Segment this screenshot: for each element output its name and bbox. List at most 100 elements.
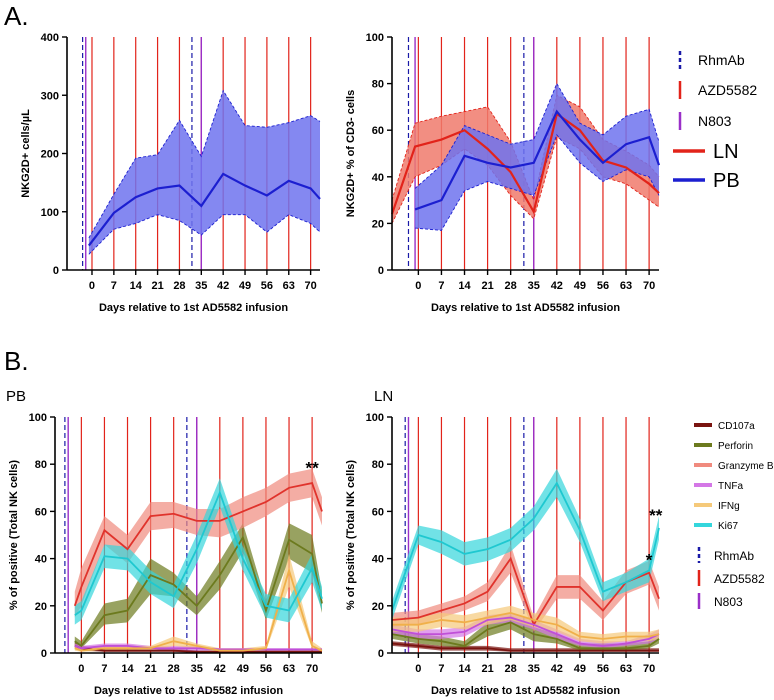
x-tick-label: 7 [111, 280, 117, 292]
x-tick-label: 35 [528, 663, 540, 675]
series-line-cd107a [391, 642, 659, 652]
legend-cd107a-label: CD107a [718, 421, 755, 432]
y-tick-label: 20 [372, 218, 384, 230]
y-tick-label: 20 [35, 601, 47, 613]
x-tick-label: 21 [151, 280, 163, 292]
x-axis-title: Days relative to 1st AD5582 infusion [431, 685, 620, 697]
legend-ln-label: LN [713, 141, 739, 163]
x-tick-label: 70 [305, 280, 317, 292]
significance-annotation: * [646, 551, 653, 570]
series-band-ln [392, 95, 659, 224]
x-tick-label: 14 [121, 663, 134, 675]
x-tick-label: 28 [173, 280, 185, 292]
series-band-perforin [74, 523, 323, 649]
y-tick-label: 80 [372, 459, 384, 471]
y-tick-label: 0 [378, 265, 384, 277]
x-tick-label: 35 [191, 663, 203, 675]
y-axis-title: NKG2D+ cells/µL [20, 109, 32, 198]
legend-azd5582-label: AZD5582 [714, 572, 765, 586]
y-tick-label: 20 [372, 601, 384, 613]
x-tick-label: 63 [620, 663, 632, 675]
chart-b1-title: PB [6, 388, 26, 405]
x-tick-label: 42 [214, 663, 226, 675]
x-tick-label: 49 [237, 663, 249, 675]
chart-a1: 0 100 200 300 400 0 7 14 21 28 35 42 49 56 63 70 Days re… [20, 32, 321, 314]
legend-azd5582-label: AZD5582 [698, 82, 757, 98]
legend-ki67-label: Ki67 [718, 521, 738, 532]
x-tick-label: 28 [505, 280, 517, 292]
y-tick-label: 100 [366, 412, 384, 424]
x-tick-label: 70 [306, 663, 318, 675]
x-tick-label: 56 [597, 663, 609, 675]
x-tick-label: 7 [438, 663, 444, 675]
legend-a: RhmAb AZD5582 N803 LN PB [673, 51, 757, 192]
series-band-granzyme-b [74, 468, 323, 618]
y-tick-label: 60 [35, 506, 47, 518]
series-line-pb [87, 172, 321, 247]
y-tick-label: 0 [41, 648, 47, 660]
x-tick-label: 42 [217, 280, 229, 292]
x-tick-label: 0 [78, 663, 84, 675]
y-tick-label: 400 [41, 32, 59, 44]
x-tick-label: 49 [574, 280, 586, 292]
y-axis-title: % of positive (Total NK cells) [8, 460, 20, 610]
x-tick-label: 42 [551, 280, 563, 292]
x-tick-label: 7 [438, 280, 444, 292]
series-line-granzyme-b [73, 482, 323, 607]
x-tick-label: 0 [415, 663, 421, 675]
series-line-tnfa [74, 645, 322, 651]
x-tick-label: 0 [89, 280, 95, 292]
x-tick-label: 70 [643, 280, 655, 292]
x-axis-title: Days relative to 1st AD5582 infusion [99, 302, 288, 314]
x-tick-label: 56 [260, 663, 272, 675]
x-tick-label: 56 [261, 280, 273, 292]
series-line-ki67 [391, 481, 660, 611]
y-tick-label: 0 [378, 648, 384, 660]
y-tick-label: 60 [372, 506, 384, 518]
series-line-pb [414, 109, 661, 211]
x-tick-label: 7 [101, 663, 107, 675]
x-tick-label: 14 [130, 280, 143, 292]
x-tick-label: 49 [574, 663, 586, 675]
y-tick-label: 0 [53, 265, 59, 277]
series-line-perforin [74, 535, 323, 648]
y-axis-title: % of positive (Total NK cells) [345, 460, 357, 610]
series-line-cd107a [74, 645, 322, 653]
x-tick-label: 42 [551, 663, 563, 675]
y-tick-label: 200 [41, 149, 59, 161]
panel-a-label: A. [4, 1, 29, 31]
x-tick-label: 70 [643, 663, 655, 675]
chart-a2: 0 20 40 60 80 100 0 7 14 21 28 35 42 49 56 63 70 Days rel… [345, 32, 661, 314]
x-tick-label: 63 [283, 663, 295, 675]
y-tick-label: 40 [35, 554, 47, 566]
legend-b: CD107a Perforin Granzyme B TNFa IFNg Ki67 RhmA… [694, 421, 774, 609]
significance-annotation: ** [649, 506, 663, 525]
y-tick-label: 80 [35, 459, 47, 471]
legend-n803-label: N803 [698, 113, 732, 129]
x-tick-label: 14 [458, 280, 471, 292]
series-lower-pb [88, 214, 321, 255]
y-tick-label: 100 [366, 32, 384, 44]
y-tick-label: 40 [372, 554, 384, 566]
y-tick-label: 60 [372, 125, 384, 137]
series-band-perforin [392, 615, 659, 651]
legend-perforin-label: Perforin [718, 441, 753, 452]
x-tick-label: 21 [481, 663, 493, 675]
x-tick-label: 28 [505, 663, 517, 675]
series-band-pb [88, 90, 320, 255]
series-line-ki67 [74, 489, 323, 616]
x-tick-label: 0 [415, 280, 421, 292]
series-upper-pb [414, 82, 660, 189]
y-tick-label: 80 [372, 79, 384, 91]
x-tick-label: 21 [144, 663, 156, 675]
legend-rhmab-label: RhmAb [698, 52, 745, 68]
series-band-ifng [392, 605, 659, 644]
series-line-ifng [74, 567, 323, 652]
y-tick-label: 100 [41, 207, 59, 219]
series-band-granzyme-b [392, 544, 659, 632]
x-tick-label: 63 [620, 280, 632, 292]
legend-pb-label: PB [713, 170, 740, 192]
y-tick-label: 300 [41, 90, 59, 102]
legend-ifng-label: IFNg [718, 501, 740, 512]
